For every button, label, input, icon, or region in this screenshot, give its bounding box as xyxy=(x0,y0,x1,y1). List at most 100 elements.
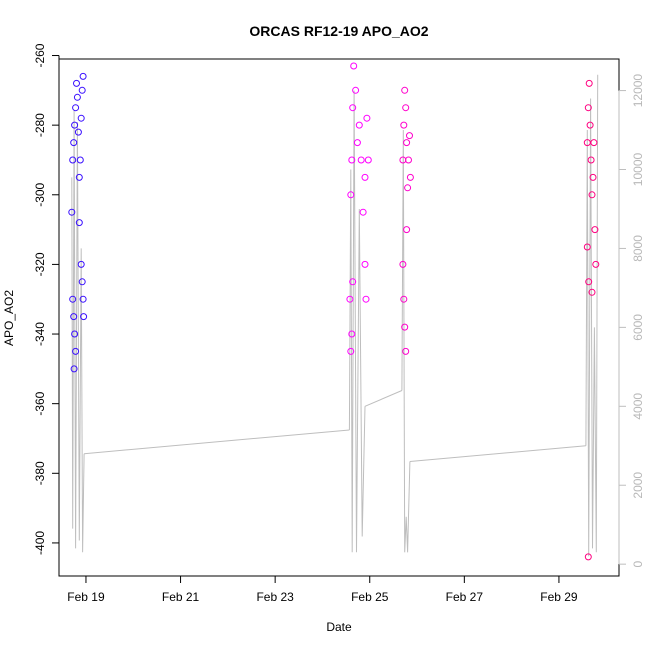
data-point-flight-2-17 xyxy=(361,260,369,268)
y-axis-right: 0 2000 4000 6000 8000 10000 12000 xyxy=(618,74,645,568)
x-tick-label: Feb 19 xyxy=(67,590,105,604)
y-left-tick-label: -260 xyxy=(33,43,47,67)
altitude-trace-segment-4 xyxy=(364,390,403,407)
data-point-flight-4-2 xyxy=(584,104,592,112)
plot-frame xyxy=(58,58,620,577)
data-point-flight-1-15 xyxy=(71,330,79,338)
data-point-flight-2-13 xyxy=(346,295,354,303)
y-right-tick-label: 2000 xyxy=(631,472,645,499)
y-left-tick-label: -340 xyxy=(33,322,47,346)
y-axis-label: APO_AO2 xyxy=(2,290,16,346)
data-point-flight-1-14 xyxy=(70,313,78,321)
data-point-flight-4-5 xyxy=(587,156,595,164)
data-point-flight-2-12 xyxy=(364,156,372,164)
data-point-flight-2-3 xyxy=(349,104,357,112)
y-left-tick-label: -360 xyxy=(33,391,47,415)
data-point-flight-4-11 xyxy=(583,243,591,251)
data-point-flight-2-14 xyxy=(347,347,355,355)
data-point-flight-3-11 xyxy=(400,295,408,303)
chart-title: ORCAS RF12-19 APO_AO2 xyxy=(249,23,428,39)
data-point-flight-1-3 xyxy=(71,121,79,129)
data-point-flight-2-11 xyxy=(363,114,371,122)
y-right-tick-label: 10000 xyxy=(631,152,645,186)
data-point-flight-4-4 xyxy=(586,121,594,129)
data-point-flight-4-1 xyxy=(583,139,591,147)
data-point-flight-1-5 xyxy=(73,79,80,87)
data-point-flight-3-8 xyxy=(406,132,413,140)
data-point-flight-1-23 xyxy=(75,219,83,227)
data-point-flight-4-9 xyxy=(591,226,599,234)
data-point-flight-3-10 xyxy=(399,260,407,268)
data-point-flight-3-5 xyxy=(403,139,411,147)
x-axis: Feb 19 Feb 21 Feb 23 Feb 25 Feb 27 Feb 29 xyxy=(67,575,578,604)
x-axis-label: Date xyxy=(326,620,352,634)
altitude-trace-segment-3 xyxy=(348,90,366,553)
altitude-trace-segment-5 xyxy=(401,129,411,553)
data-point-flight-3-13 xyxy=(402,347,410,355)
data-point-flight-3-4 xyxy=(402,104,410,112)
data-point-flight-2-8 xyxy=(357,156,365,164)
data-point-flight-1-9 xyxy=(76,156,84,164)
x-tick-label: Feb 27 xyxy=(446,590,484,604)
data-point-flight-1-12 xyxy=(79,72,87,80)
data-point-flight-2-15 xyxy=(348,330,356,338)
altitude-trace xyxy=(71,74,599,557)
y-left-tick-label: -400 xyxy=(33,531,47,555)
y-right-tick-label: 4000 xyxy=(631,393,645,420)
y-right-tick-label: 6000 xyxy=(631,314,645,341)
data-point-flight-2-6 xyxy=(353,139,361,147)
data-point-flight-4-12 xyxy=(585,278,593,286)
data-point-flight-1-21 xyxy=(80,313,88,321)
data-point-flight-4-7 xyxy=(589,173,597,181)
data-point-flight-1-8 xyxy=(75,173,83,181)
data-point-flight-4-3 xyxy=(585,79,593,87)
data-point-flight-1-16 xyxy=(72,347,80,355)
data-point-flight-4-6 xyxy=(588,191,596,199)
data-point-flight-2-18 xyxy=(362,295,370,303)
x-tick-label: Feb 23 xyxy=(256,590,294,604)
altitude-trace-segment-1 xyxy=(71,110,85,553)
data-point-flight-2-2 xyxy=(348,156,356,164)
data-point-flight-4-13 xyxy=(588,288,596,296)
y-right-tick-label: 12000 xyxy=(631,74,645,108)
y-left-tick-label: -320 xyxy=(33,252,47,276)
data-point-flight-1-22 xyxy=(68,208,76,216)
data-point-flight-2-4 xyxy=(350,62,358,70)
data-point-flight-1-6 xyxy=(73,93,81,101)
data-point-flight-1-10 xyxy=(77,114,85,122)
x-tick-label: Feb 21 xyxy=(162,590,200,604)
data-point-flight-1-7 xyxy=(74,128,82,136)
data-point-flight-3-3 xyxy=(401,86,409,94)
data-point-flight-3-14 xyxy=(403,226,411,234)
y-right-tick-label: 8000 xyxy=(631,235,645,262)
data-point-flight-2-9 xyxy=(359,208,367,216)
data-point-flight-3-2 xyxy=(400,121,408,129)
data-point-flight-1-19 xyxy=(78,278,86,286)
data-point-flight-2-5 xyxy=(352,86,360,94)
data-points xyxy=(68,62,600,561)
x-tick-label: Feb 25 xyxy=(351,590,389,604)
data-point-flight-4-14 xyxy=(584,553,592,561)
data-point-flight-3-7 xyxy=(405,156,412,164)
data-point-flight-1-4 xyxy=(72,104,80,112)
y-left-tick-label: -300 xyxy=(33,182,47,206)
data-point-flight-1-13 xyxy=(69,295,77,303)
y-left-tick-label: -280 xyxy=(33,113,47,137)
data-point-flight-1-2 xyxy=(70,139,78,147)
data-point-flight-4-8 xyxy=(590,139,598,147)
data-point-flight-1-17 xyxy=(70,365,78,373)
data-point-flight-2-7 xyxy=(355,121,363,129)
altitude-trace-segment-6 xyxy=(409,445,586,462)
data-point-flight-2-16 xyxy=(349,278,357,286)
data-point-flight-2-1 xyxy=(347,191,355,199)
altitude-trace-segment-2 xyxy=(84,429,350,455)
data-point-flight-4-10 xyxy=(592,260,600,268)
data-point-flight-3-12 xyxy=(401,323,409,331)
y-left-tick-label: -380 xyxy=(33,461,47,485)
y-right-tick-label: 0 xyxy=(631,561,645,568)
data-point-flight-3-6 xyxy=(404,184,412,192)
data-point-flight-3-9 xyxy=(406,173,414,181)
data-point-flight-2-10 xyxy=(361,173,369,181)
data-point-flight-1-11 xyxy=(78,86,86,94)
